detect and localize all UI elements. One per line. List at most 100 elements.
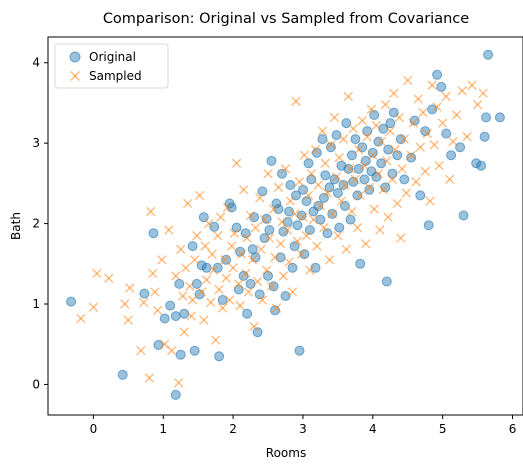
sampled-point [213,230,223,241]
original-point [341,118,352,129]
sampled-point [150,287,160,297]
original-point [427,104,438,115]
sampled-point [189,255,200,265]
sampled-point [194,190,205,201]
original-point [331,130,342,141]
original-point [338,180,349,190]
sampled-point [285,196,296,206]
original-point [383,144,394,155]
sampled-point [275,238,286,249]
original-point [332,188,343,198]
original-point [170,389,181,400]
original-point [174,278,185,289]
sampled-point [208,265,219,275]
sampled-point [249,321,259,332]
sampled-point [263,168,273,179]
original-point [343,163,354,174]
sampled-point [310,144,321,155]
original-point [481,112,491,123]
x-tick-label: 4 [369,422,377,436]
legend-original-label: Original [89,50,136,64]
sampled-point [478,88,488,99]
original-point [367,147,378,158]
sampled-point [306,168,317,179]
sampled-point [185,281,195,292]
sampled-point [343,91,354,102]
sampled-point [266,281,277,292]
sampled-point [378,185,389,195]
sampled-point [278,271,289,281]
x-axis-label: Rooms [266,446,306,460]
sampled-point [462,131,472,142]
original-point [318,192,329,203]
sampled-point [179,327,189,337]
sampled-point [250,222,261,233]
sampled-point [273,182,284,193]
original-point [273,204,284,215]
sampled-point [371,120,382,131]
sampled-point [268,204,279,214]
sampled-point [120,299,130,309]
sampled-point [425,196,435,206]
sampled-point [394,112,405,123]
sampled-point [420,166,430,177]
original-point [277,168,287,179]
sampled-point [271,303,282,313]
original-point [233,284,244,295]
original-series [66,49,505,400]
sampled-point [148,268,158,279]
original-point [415,190,426,201]
sampled-point [413,94,423,104]
original-point [294,345,305,356]
sampled-point [331,172,342,182]
original-point [280,291,291,301]
original-point [317,134,328,145]
sampled-point [104,273,114,284]
original-point [175,349,186,360]
sampled-point [375,225,385,235]
sampled-point [299,150,310,160]
sampled-point [291,96,301,107]
sampled-point [350,174,361,185]
y-tick-label: 1 [32,297,40,311]
sampled-point [340,180,350,190]
sampled-point [236,249,247,259]
sampled-point [305,265,315,275]
sampled-point [207,249,217,259]
sampled-point [222,202,233,213]
original-point [313,200,324,211]
sampled-point [345,164,356,174]
sampled-point [224,295,235,305]
sampled-point [76,313,86,324]
sampled-point [221,273,231,284]
legend-box [54,43,169,89]
original-point [387,168,398,179]
sampled-point [312,241,322,251]
sampled-point [217,303,228,313]
sampled-point [294,177,305,187]
original-point [494,112,505,123]
original-point [381,276,392,287]
sampled-point [432,102,442,112]
sampled-point [396,233,406,243]
original-point [304,225,315,235]
original-point [369,110,380,120]
original-point [346,150,357,161]
sampled-point [298,212,308,222]
sampled-point [361,238,371,249]
sampled-point [259,214,270,225]
original-point [254,289,265,300]
original-point [322,228,333,239]
sampled-point [277,217,287,227]
sampled-point [322,188,333,198]
original-point [191,278,202,289]
sampled-point [422,128,433,139]
sampled-point [235,300,245,311]
original-point [212,262,223,273]
sampled-point [214,284,224,295]
original-point [476,160,487,171]
sampled-point [403,75,413,86]
sampled-point [352,222,363,233]
sampled-point [284,257,294,267]
sampled-point [296,249,307,259]
